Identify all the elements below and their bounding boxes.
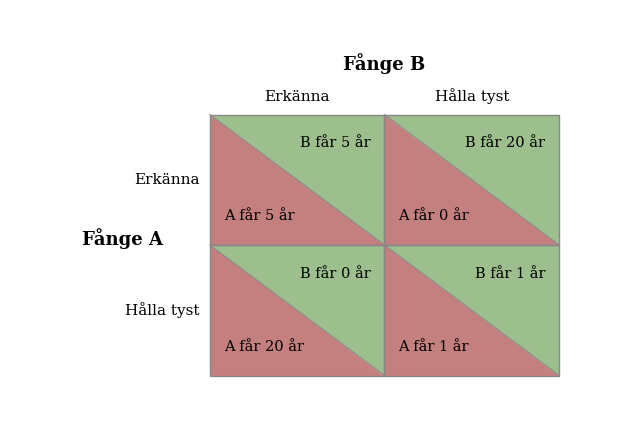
Text: Hålla tyst: Hålla tyst <box>126 302 200 318</box>
Polygon shape <box>385 115 559 245</box>
Text: A får 1 år: A får 1 år <box>399 340 469 354</box>
Text: Fånge B: Fånge B <box>344 53 425 74</box>
Bar <box>210 245 385 376</box>
Text: A får 0 år: A får 0 år <box>399 210 469 223</box>
Text: A får 20 år: A får 20 år <box>224 340 304 354</box>
Polygon shape <box>385 245 559 376</box>
Text: B får 1 år: B får 1 år <box>475 267 545 281</box>
Polygon shape <box>210 245 385 376</box>
Polygon shape <box>210 245 385 376</box>
Polygon shape <box>210 115 385 245</box>
Polygon shape <box>385 245 559 376</box>
Text: A får 5 år: A får 5 år <box>224 210 295 223</box>
Text: Erkänna: Erkänna <box>264 90 330 105</box>
Polygon shape <box>210 115 385 245</box>
Text: B får 0 år: B får 0 år <box>300 267 370 281</box>
Polygon shape <box>385 115 559 245</box>
Text: B får 5 år: B får 5 år <box>300 136 370 150</box>
Bar <box>385 115 559 245</box>
Bar <box>385 245 559 376</box>
Text: Erkänna: Erkänna <box>135 173 200 187</box>
Text: Fånge A: Fånge A <box>82 228 163 249</box>
Bar <box>210 115 385 245</box>
Text: Hålla tyst: Hålla tyst <box>434 89 509 105</box>
Text: B får 20 år: B får 20 år <box>465 136 545 150</box>
